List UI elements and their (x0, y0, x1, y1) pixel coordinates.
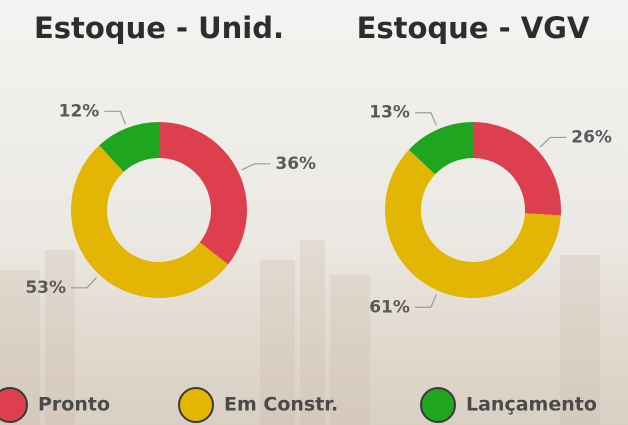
donut-segment (71, 145, 229, 298)
city-skyline (0, 240, 600, 425)
data-label: 12% (59, 101, 100, 121)
data-label: 53% (25, 278, 66, 298)
data-label: 26% (571, 127, 612, 147)
chart-title: Estoque - Unid. (34, 11, 284, 45)
donut-segment (99, 122, 159, 172)
leader-line (414, 112, 438, 126)
data-label: 13% (369, 103, 410, 123)
leader-line (104, 110, 127, 125)
data-label: 36% (275, 154, 316, 174)
donut-segment (159, 122, 248, 265)
leader-line (414, 294, 438, 308)
leader-line (539, 136, 567, 148)
donut-segment (408, 121, 473, 175)
chart-title: Estoque - VGV (357, 11, 590, 45)
legend-label: Em Constr. (224, 394, 338, 416)
legend-label: Lançamento (466, 394, 597, 416)
legend-swatch (420, 387, 456, 423)
legend-swatch (178, 387, 214, 423)
donut-segment (385, 149, 561, 298)
legend-swatch (0, 387, 28, 423)
leader-line (241, 163, 271, 171)
data-label: 61% (369, 297, 410, 317)
legend-label: Pronto (38, 394, 110, 416)
leader-line (71, 277, 97, 289)
donut-segment (473, 122, 561, 216)
